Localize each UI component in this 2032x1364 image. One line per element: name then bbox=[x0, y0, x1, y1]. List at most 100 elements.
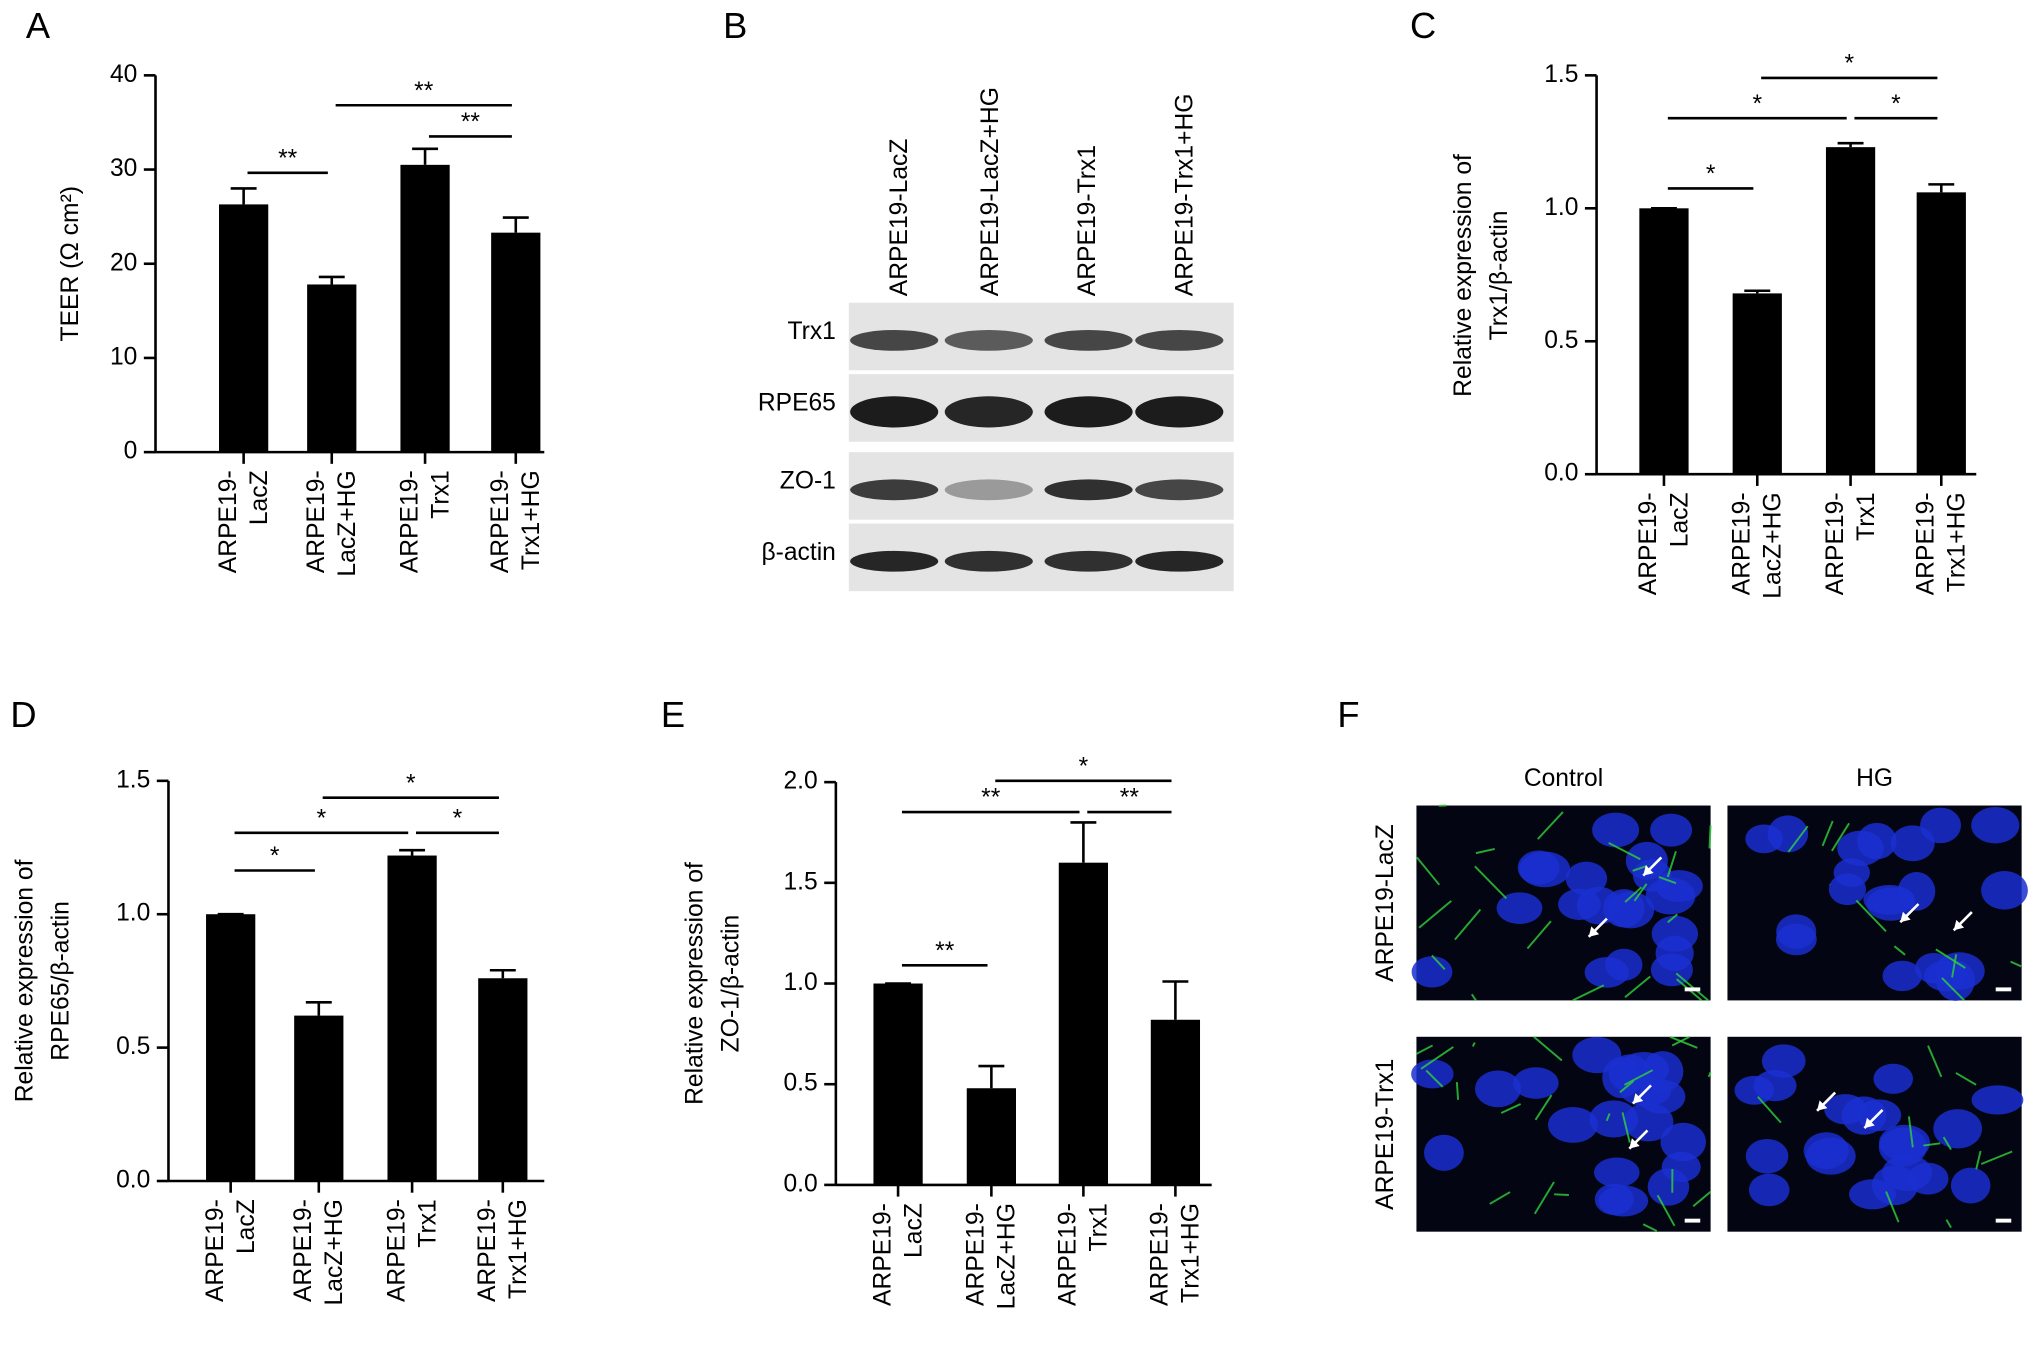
significance-label: * bbox=[1752, 91, 1762, 118]
nucleus bbox=[1873, 1064, 1913, 1094]
blot-band bbox=[945, 479, 1033, 500]
bar bbox=[1826, 147, 1875, 474]
nucleus bbox=[1598, 1185, 1648, 1216]
nucleus bbox=[1933, 1109, 1982, 1148]
junction bbox=[1709, 825, 1710, 848]
x-tick-label: Trx1+HG bbox=[518, 470, 545, 570]
x-tick-label: LacZ bbox=[233, 1199, 260, 1254]
bar bbox=[294, 1016, 343, 1181]
significance-label: ** bbox=[414, 78, 434, 105]
nucleus bbox=[1863, 885, 1915, 915]
x-tick-label: Trx1+HG bbox=[1178, 1203, 1205, 1303]
scale-bar bbox=[1685, 1219, 1701, 1223]
y-tick-label: 1.0 bbox=[116, 900, 150, 927]
lane-label: ARPE19-Trx1 bbox=[1074, 145, 1101, 296]
blot-band bbox=[945, 330, 1033, 351]
blot-band bbox=[945, 551, 1033, 572]
nucleus bbox=[1857, 823, 1897, 859]
blot-row-label: RPE65 bbox=[758, 390, 836, 417]
junction bbox=[1554, 1194, 1569, 1195]
x-tick-label: LacZ+HG bbox=[994, 1203, 1021, 1309]
bar bbox=[307, 284, 356, 452]
y-tick-label: 1.5 bbox=[116, 766, 150, 793]
x-tick-label: ARPE19- bbox=[383, 1199, 410, 1302]
x-tick-label: ARPE19- bbox=[1147, 1203, 1174, 1306]
nucleus bbox=[1412, 956, 1453, 987]
blot-band bbox=[1045, 396, 1133, 427]
x-tick-label: ARPE19- bbox=[474, 1199, 501, 1302]
blot-band bbox=[1045, 479, 1133, 500]
nucleus bbox=[1594, 1158, 1640, 1188]
x-tick-label: ARPE19- bbox=[1055, 1203, 1082, 1306]
nucleus bbox=[1566, 862, 1607, 896]
nucleus bbox=[1883, 961, 1922, 991]
x-tick-label: Trx1 bbox=[1086, 1203, 1113, 1251]
y-tick-label: 30 bbox=[110, 155, 137, 182]
nucleus bbox=[1776, 914, 1816, 949]
blot-band bbox=[1045, 551, 1133, 572]
nucleus bbox=[1882, 1155, 1932, 1191]
nucleus bbox=[1656, 870, 1703, 902]
nucleus bbox=[1585, 957, 1629, 988]
significance-label: ** bbox=[1120, 785, 1140, 812]
bar bbox=[219, 204, 268, 452]
x-tick-label: ARPE19- bbox=[869, 1203, 896, 1306]
nucleus bbox=[1518, 850, 1560, 884]
significance-label: ** bbox=[278, 145, 298, 172]
x-tick-label: LacZ bbox=[1666, 492, 1693, 547]
x-tick-label: Trx1+HG bbox=[1944, 492, 1971, 592]
nucleus bbox=[1548, 1107, 1598, 1143]
bar bbox=[1639, 208, 1688, 474]
blot-row-label: Trx1 bbox=[788, 318, 836, 345]
significance-label: * bbox=[1079, 753, 1089, 780]
x-tick-label: ARPE19- bbox=[215, 470, 242, 573]
nucleus bbox=[1652, 916, 1698, 952]
y-axis-label: ZO-1/β-actin bbox=[718, 915, 745, 1053]
blot-band bbox=[1135, 330, 1223, 351]
blot-band bbox=[1135, 479, 1223, 500]
x-tick-label: ARPE19- bbox=[396, 470, 423, 573]
x-tick-label: Trx1 bbox=[427, 470, 454, 518]
panel-label: F bbox=[1337, 694, 1359, 735]
blot-row-label: β-actin bbox=[762, 539, 836, 566]
nucleus bbox=[1806, 1138, 1856, 1175]
y-tick-label: 0 bbox=[124, 438, 138, 465]
significance-label: ** bbox=[461, 109, 481, 136]
y-axis-label: Relative expression of bbox=[1450, 154, 1477, 397]
y-axis-label: Trx1/β-actin bbox=[1486, 211, 1513, 341]
scale-bar bbox=[1996, 1219, 2012, 1223]
image-row-label: ARPE19-LacZ bbox=[1372, 824, 1399, 982]
y-tick-label: 0.5 bbox=[116, 1033, 150, 1060]
bar bbox=[400, 165, 449, 452]
y-tick-label: 0.5 bbox=[1544, 327, 1578, 354]
nucleus bbox=[1981, 871, 2028, 910]
nucleus bbox=[1475, 1071, 1521, 1108]
y-tick-label: 1.0 bbox=[1544, 194, 1578, 221]
y-tick-label: 1.5 bbox=[784, 868, 818, 895]
lane-label: ARPE19-LacZ+HG bbox=[977, 87, 1004, 296]
x-tick-label: LacZ bbox=[900, 1203, 927, 1258]
bar bbox=[478, 978, 527, 1181]
x-tick-label: Trx1 bbox=[1853, 492, 1880, 540]
y-tick-label: 10 bbox=[110, 343, 137, 370]
image-column-label: HG bbox=[1856, 765, 1893, 792]
significance-label: * bbox=[317, 805, 327, 832]
panel-label: A bbox=[26, 5, 51, 46]
blot-band bbox=[945, 396, 1033, 427]
x-tick-label: ARPE19- bbox=[1729, 492, 1756, 595]
y-tick-label: 0.0 bbox=[1544, 460, 1578, 487]
nucleus bbox=[1920, 808, 1961, 844]
y-axis-label: TEER (Ω cm²) bbox=[57, 186, 84, 341]
y-tick-label: 0.5 bbox=[784, 1070, 818, 1097]
image-row-label: ARPE19-Trx1 bbox=[1372, 1059, 1399, 1210]
significance-label: * bbox=[453, 805, 463, 832]
panel-label: B bbox=[723, 5, 747, 46]
bar bbox=[206, 914, 255, 1181]
y-tick-label: 20 bbox=[110, 249, 137, 276]
nucleus bbox=[1749, 1174, 1790, 1207]
bar bbox=[1151, 1020, 1200, 1185]
blot-band bbox=[850, 396, 938, 427]
panel-label: C bbox=[1410, 5, 1436, 46]
blot-band bbox=[1135, 396, 1223, 427]
